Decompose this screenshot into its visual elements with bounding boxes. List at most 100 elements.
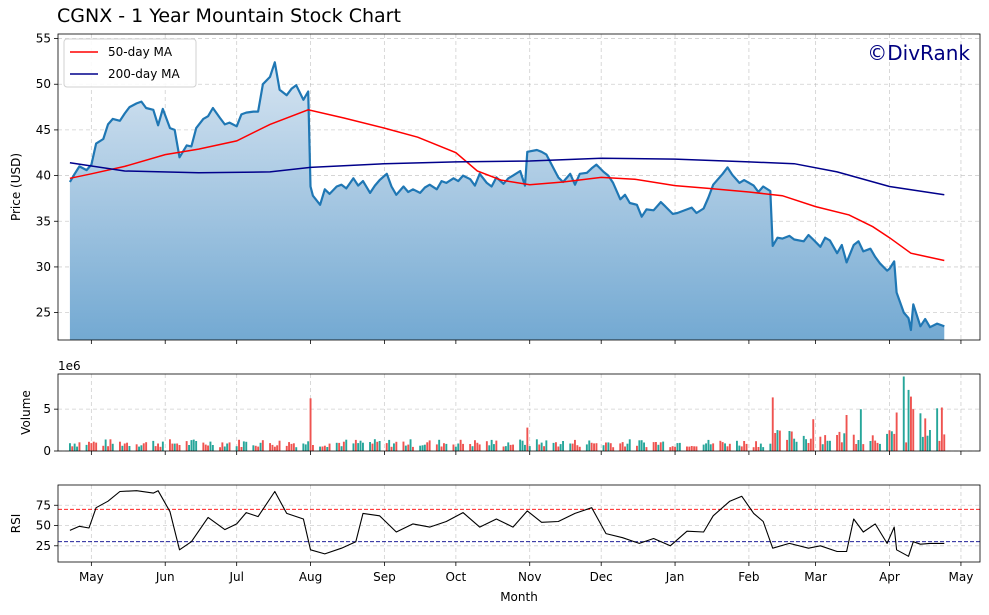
volume-bar <box>111 443 114 451</box>
volume-bar <box>590 442 593 451</box>
volume-bar <box>385 443 388 451</box>
legend-label-ma200: 200-day MA <box>108 67 180 81</box>
legend-label-ma50: 50-day MA <box>108 45 173 59</box>
volume-bar <box>826 440 829 451</box>
volume-bar <box>312 445 314 451</box>
volume-bar <box>478 444 481 451</box>
volume-bar <box>273 446 276 451</box>
volume-bar <box>226 443 229 451</box>
volume-bar <box>893 433 896 451</box>
volume-bar <box>855 444 858 451</box>
volume-bar <box>812 419 815 451</box>
volume-bar <box>845 415 848 451</box>
volume-bar <box>502 446 505 451</box>
volume-bar <box>693 446 696 451</box>
volume-bar <box>578 446 581 451</box>
volume-bar <box>185 441 188 451</box>
volume-bar <box>404 445 407 451</box>
volume-bar <box>588 440 591 451</box>
price-ytick-label: 25 <box>36 306 51 320</box>
volume-bar <box>295 447 298 451</box>
volume-ytick-label: 0 <box>43 444 51 458</box>
volume-bar <box>240 447 243 451</box>
volume-bar <box>895 412 898 451</box>
volume-bar <box>809 438 812 451</box>
volume-bar <box>521 440 524 451</box>
volume-bar <box>357 443 360 451</box>
volume-bar <box>462 443 464 451</box>
volume-bar <box>490 439 493 451</box>
volume-bar <box>719 440 722 451</box>
volume-bar <box>921 436 924 451</box>
volume-bar <box>840 442 843 451</box>
volume-bar <box>92 441 95 451</box>
price-ytick-label: 35 <box>36 214 51 228</box>
volume-bar <box>605 442 607 451</box>
volume-bar <box>157 443 159 451</box>
volume-bar <box>805 439 807 451</box>
volume-bar <box>655 442 657 451</box>
volume-bar <box>526 427 529 451</box>
volume-bar <box>71 446 74 451</box>
volume-ytick-label: 5 <box>43 402 51 416</box>
volume-bar <box>423 444 426 451</box>
volume-bar <box>874 440 877 451</box>
volume-bar <box>738 445 741 451</box>
volume-bar <box>207 445 209 451</box>
volume-bar <box>202 442 205 451</box>
volume-bar <box>871 435 874 451</box>
volume-bar <box>709 444 712 451</box>
volume-bar <box>924 418 927 451</box>
volume-bar <box>640 440 643 451</box>
volume-bar <box>407 444 410 451</box>
price-ytick-label: 30 <box>36 260 51 274</box>
volume-bar <box>936 408 939 451</box>
volume-bar <box>678 442 681 451</box>
x-tick-label: Aug <box>299 570 322 584</box>
rsi-ytick-label: 50 <box>36 519 51 533</box>
x-tick-label: Jul <box>228 570 243 584</box>
x-tick-label: Nov <box>518 570 541 584</box>
volume-bar <box>362 442 364 451</box>
volume-bar <box>323 445 326 451</box>
volume-bar <box>419 445 422 451</box>
volume-bar <box>769 443 772 451</box>
volume-bar <box>636 445 638 451</box>
volume-bar <box>276 445 279 451</box>
volume-bar <box>457 443 460 451</box>
volume-bar <box>507 442 510 451</box>
volume-bar <box>257 446 260 451</box>
volume-bar <box>886 433 888 451</box>
volume-bar <box>228 442 231 451</box>
volume-bar <box>393 443 395 451</box>
volume-bar <box>657 444 660 451</box>
volume-bar <box>426 442 429 451</box>
volume-ylabel: Volume <box>19 390 33 435</box>
volume-bar <box>569 443 572 451</box>
volume-bar <box>726 446 729 451</box>
volume-bar <box>152 440 155 451</box>
volume-bar <box>595 443 598 451</box>
volume-bar <box>290 443 293 451</box>
volume-bar <box>335 442 338 451</box>
rsi-ylabel: RSI <box>9 514 23 534</box>
volume-bar <box>674 446 676 451</box>
volume-bar <box>721 442 724 451</box>
volume-bar <box>145 442 148 451</box>
volume-bar <box>173 443 176 451</box>
volume-bar <box>452 444 455 451</box>
x-tick-label: Mar <box>804 570 827 584</box>
volume-bar <box>571 443 574 451</box>
volume-bar <box>69 443 71 451</box>
volume-bar <box>485 441 488 451</box>
volume-bar <box>910 396 912 451</box>
volume-bar <box>288 442 290 451</box>
volume-bar <box>690 446 693 451</box>
volume-bar <box>261 440 264 451</box>
volume-bar <box>593 443 595 451</box>
x-tick-label: Feb <box>738 570 759 584</box>
volume-bar <box>774 433 777 451</box>
volume-bar <box>359 440 362 451</box>
